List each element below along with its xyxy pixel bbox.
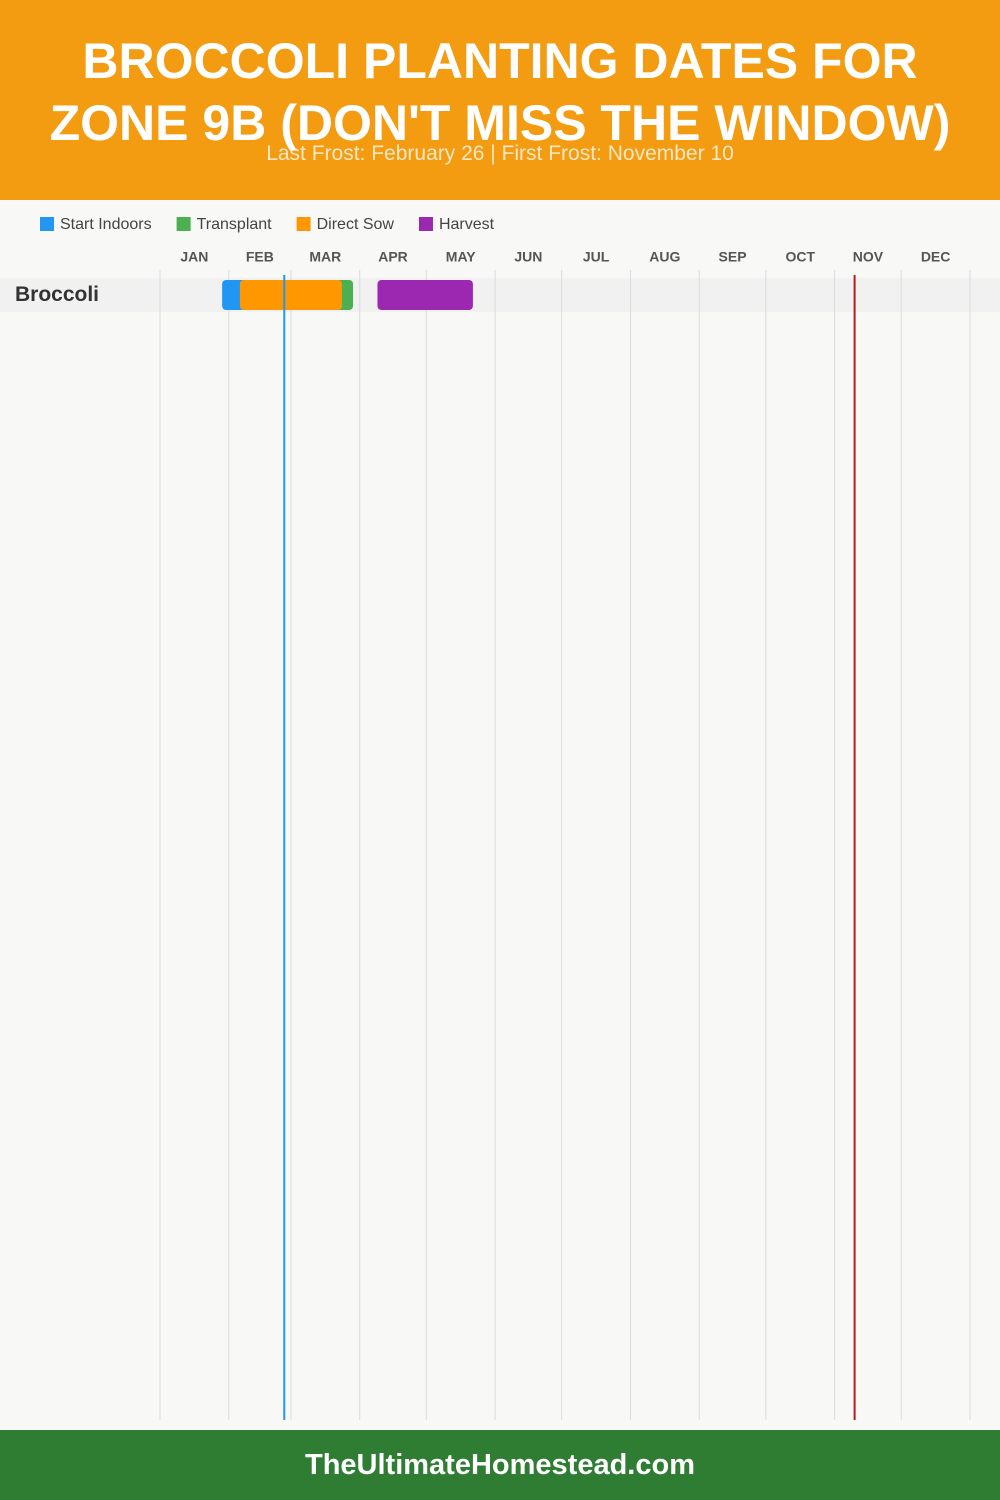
row-label: Broccoli xyxy=(15,283,99,306)
month-label: SEP xyxy=(719,249,747,265)
month-label: APR xyxy=(378,249,408,265)
chart: Start Indoors Transplant Direct Sow Harvest… xyxy=(0,216,1000,1420)
month-label: MAY xyxy=(446,249,476,265)
row-background xyxy=(0,278,1000,312)
bar xyxy=(377,280,473,310)
month-label: OCT xyxy=(785,249,815,265)
chart-subtitle: Last Frost: February 26 | First Frost: N… xyxy=(266,142,734,165)
legend-label: Start Indoors xyxy=(60,216,152,233)
month-label: JUL xyxy=(583,249,610,265)
legend-label: Transplant xyxy=(197,216,273,233)
legend-swatch xyxy=(296,217,311,231)
legend-swatch xyxy=(418,217,433,231)
month-label: FEB xyxy=(246,249,274,265)
footer: TheUltimateHomestead.com xyxy=(0,1430,1000,1500)
month-label: MAR xyxy=(309,249,341,265)
month-label: JUN xyxy=(514,249,542,265)
month-label: AUG xyxy=(649,249,680,265)
legend-label: Harvest xyxy=(439,216,495,233)
legend-swatch xyxy=(40,217,54,231)
legend-label: Direct Sow xyxy=(317,216,395,233)
header xyxy=(0,0,1000,200)
legend-swatch xyxy=(176,217,191,231)
month-label: JAN xyxy=(180,249,208,265)
month-label: NOV xyxy=(853,249,884,265)
month-label: DEC xyxy=(921,249,951,265)
bar xyxy=(239,280,342,310)
chart-title: BROCCOLI PLANTING DATES FOR ZONE 9B (DON… xyxy=(49,33,951,151)
